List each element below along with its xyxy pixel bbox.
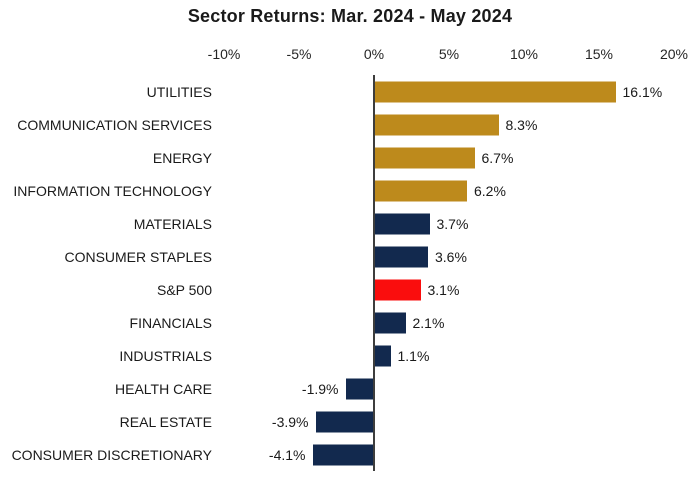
bar-information-technology [374,180,467,201]
x-tick-label-0: 0% [363,46,385,62]
category-label: CONSUMER DISCRETIONARY [11,446,212,463]
x-tick-label-20: 20% [659,46,689,62]
x-tick-label-15: 15% [584,46,614,62]
value-label: -4.1% [268,446,306,463]
x-tick-label-5: 5% [438,46,460,62]
category-label: HEALTH CARE [115,380,212,397]
category-label: UTILITIES [146,83,212,100]
plot-area: UTILITIES 16.1% COMMUNICATION SERVICES 8.3%… [0,75,700,471]
value-label: 1.1% [397,347,430,364]
value-label: 8.3% [505,116,538,133]
value-label: 6.7% [481,149,514,166]
bar-utilities [374,81,616,102]
value-label: 2.1% [412,314,445,331]
bar-row-consumer-discretionary: CONSUMER DISCRETIONARY -4.1% [0,438,700,471]
bar-row-industrials: INDUSTRIALS 1.1% [0,339,700,372]
bar-row-communication-services: COMMUNICATION SERVICES 8.3% [0,108,700,141]
value-label: -3.9% [271,413,309,430]
value-label: -1.9% [301,380,339,397]
chart-title: Sector Returns: Mar. 2024 - May 2024 [187,6,513,26]
x-axis: -10% -5% 0% 5% 10% 15% 20% [0,46,700,64]
bar-rows: UTILITIES 16.1% COMMUNICATION SERVICES 8.3%… [0,75,700,471]
bar-row-utilities: UTILITIES 16.1% [0,75,700,108]
bar-row-financials: FINANCIALS 2.1% [0,306,700,339]
category-label: REAL ESTATE [119,413,212,430]
bar-consumer-staples [374,246,428,267]
bar-row-materials: MATERIALS 3.7% [0,207,700,240]
bar-row-s-p-500: S&P 500 3.1% [0,273,700,306]
bar-row-information-technology: INFORMATION TECHNOLOGY 6.2% [0,174,700,207]
zero-axis-line [373,75,375,471]
category-label: CONSUMER STAPLES [64,248,212,265]
bar-communication-services [374,114,499,135]
bar-energy [374,147,475,168]
category-label: FINANCIALS [129,314,212,331]
bar-materials [374,213,430,234]
value-label: 3.6% [435,248,467,265]
bar-row-real-estate: REAL ESTATE -3.9% [0,405,700,438]
bar-row-energy: ENERGY 6.7% [0,141,700,174]
bar-row-health-care: HEALTH CARE -1.9% [0,372,700,405]
bar-health-care [345,378,374,399]
category-label: INDUSTRIALS [119,347,212,364]
category-label: INFORMATION TECHNOLOGY [13,182,212,199]
bar-consumer-discretionary [312,444,374,465]
category-label: ENERGY [152,149,212,166]
value-label: 6.2% [474,182,506,199]
x-tick-label-10: 10% [509,46,539,62]
bar-real-estate [315,411,374,432]
value-label: 3.1% [427,281,460,298]
category-label: S&P 500 [156,281,212,298]
bar-s-p-500 [374,279,421,300]
category-label: MATERIALS [133,215,212,232]
category-label: COMMUNICATION SERVICES [17,116,212,133]
bar-row-consumer-staples: CONSUMER STAPLES 3.6% [0,240,700,273]
x-tick-label-5: -5% [286,46,312,62]
value-label: 3.7% [436,215,469,232]
value-label: 16.1% [622,83,663,100]
x-tick-label-10: -10% [207,46,241,62]
bar-industrials [374,345,391,366]
bar-financials [374,312,406,333]
